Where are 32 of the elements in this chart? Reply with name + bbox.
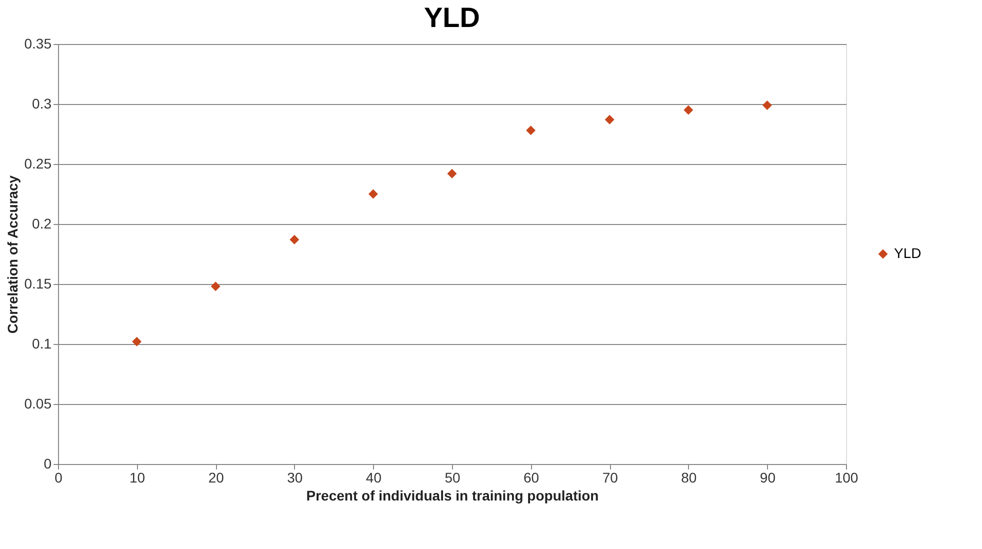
x-tick-label: 20 <box>208 470 224 486</box>
y-tick-label: 0.05 <box>24 396 52 412</box>
point <box>526 126 536 136</box>
point <box>132 336 142 346</box>
point <box>762 100 772 110</box>
x-tick-label: 100 <box>834 470 858 486</box>
point <box>447 168 457 178</box>
x-tick-label: 90 <box>760 470 776 486</box>
point <box>604 114 614 124</box>
point <box>290 234 300 244</box>
y-tick-label: 0.15 <box>24 276 52 292</box>
y-tick-label: 0.1 <box>32 336 52 352</box>
x-tick-label: 10 <box>130 470 146 486</box>
x-tick-label: 0 <box>54 470 63 486</box>
x-tick-label: 40 <box>366 470 382 486</box>
y-tick-label: 0.2 <box>32 216 52 232</box>
y-tick-label: 0.25 <box>24 156 52 172</box>
y-tick-label: 0 <box>44 456 52 472</box>
y-tick-label: 0.3 <box>32 96 52 112</box>
x-tick-label: 50 <box>444 470 460 486</box>
x-axis-title: Precent of individuals in training population <box>306 488 599 504</box>
point <box>684 105 694 115</box>
chart-title: YLD <box>424 2 480 33</box>
x-tick-label: 60 <box>524 470 540 486</box>
y-tick-label: 0.35 <box>24 36 52 52</box>
point <box>210 282 220 292</box>
x-tick-label: 30 <box>287 470 303 486</box>
x-tick-label: 70 <box>602 470 618 486</box>
x-tick-label: 80 <box>681 470 697 486</box>
legend-label: YLD <box>894 245 922 261</box>
point <box>368 189 378 199</box>
y-axis-title: Correlation of Accuracy <box>4 175 20 334</box>
